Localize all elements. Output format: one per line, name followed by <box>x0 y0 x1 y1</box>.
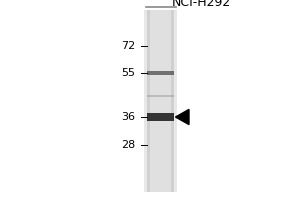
Polygon shape <box>176 109 189 125</box>
Bar <box>150 10 171 192</box>
Bar <box>147 10 174 192</box>
Bar <box>144 10 177 192</box>
Bar <box>147 71 174 75</box>
Text: 55: 55 <box>121 68 135 78</box>
Text: NCI-H292: NCI-H292 <box>171 0 231 9</box>
Text: 72: 72 <box>121 41 135 51</box>
Text: 36: 36 <box>121 112 135 122</box>
Bar <box>147 113 174 121</box>
Text: 28: 28 <box>121 140 135 150</box>
Bar <box>147 95 174 97</box>
